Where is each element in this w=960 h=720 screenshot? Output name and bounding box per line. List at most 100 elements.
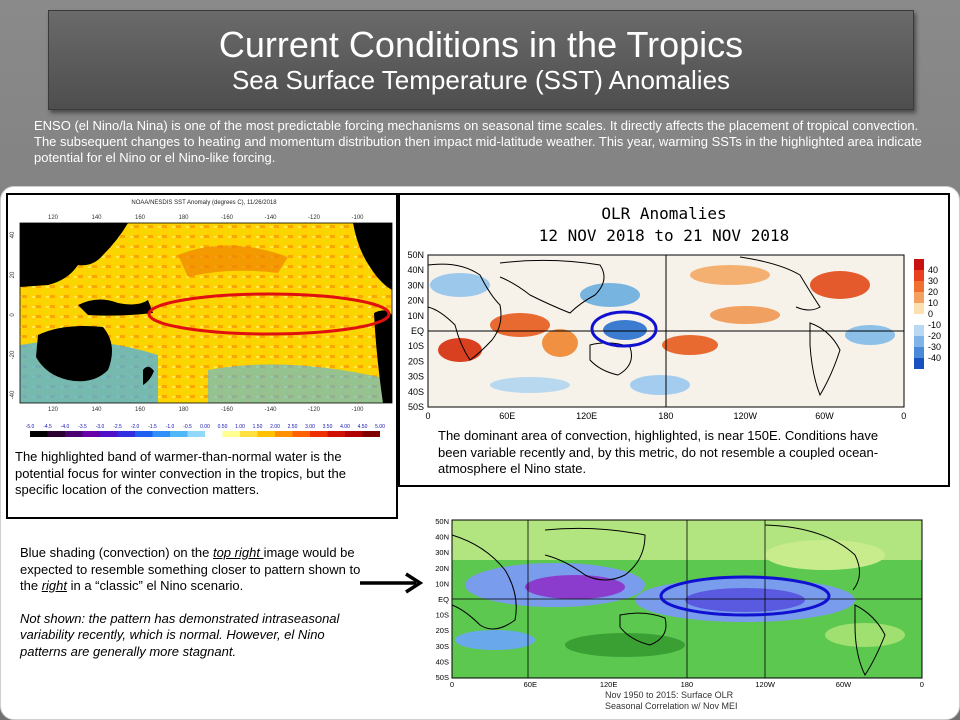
olr-lat-label: 30S	[408, 372, 424, 382]
olr-colorbar-label: 0	[928, 309, 933, 319]
olr-colorbar-swatch	[914, 281, 924, 292]
olr-colorbar-label: 20	[928, 287, 938, 297]
sst-lat-label: -40	[10, 390, 16, 399]
sst-scale-swatch	[153, 431, 171, 437]
sst-lon-label: -140	[264, 407, 277, 413]
sst-scale-label: 2.50	[288, 424, 298, 430]
sst-scale-swatch	[345, 431, 363, 437]
olr-map-box: OLR Anomalies 12 NOV 2018 to 21 NOV 2018	[398, 193, 950, 487]
sst-scale-label: -3.0	[96, 424, 105, 430]
corr-lat-label: 40N	[435, 533, 449, 542]
corr-lon-label: 120W	[755, 680, 776, 689]
olr-lon-label: 120E	[576, 411, 597, 421]
sst-lon-label: 180	[178, 407, 189, 413]
sst-lon-label: -140	[264, 215, 277, 221]
olr-colorbar-label: -30	[928, 342, 941, 352]
corr-lat-label: 30N	[435, 548, 449, 557]
sst-scale-swatch	[328, 431, 346, 437]
olr-colorbar-swatch	[914, 314, 924, 325]
olr-lat-label: 40S	[408, 387, 424, 397]
sst-scale-swatch	[118, 431, 136, 437]
olr-lat-label: 20N	[407, 296, 424, 306]
olr-description: The dominant area of convection, highlig…	[438, 428, 908, 478]
sst-scale-swatch	[258, 431, 276, 437]
sst-lon-label: -120	[308, 407, 321, 413]
olr-colorbar-swatch	[914, 325, 924, 336]
olr-title: OLR Anomalies	[601, 204, 726, 223]
corr-lat-label: 10N	[435, 579, 449, 588]
right-arrow-icon	[358, 571, 428, 595]
sst-scale-label: 3.50	[323, 424, 333, 430]
explanation-text: Blue shading (convection) on the top rig…	[20, 545, 372, 660]
sst-scale-label: -2.0	[131, 424, 140, 430]
sst-scale-swatch	[205, 431, 223, 437]
sst-scale-label: -1.0	[166, 424, 175, 430]
olr-colorbar-swatch	[914, 270, 924, 281]
olr-lon-label: 180	[658, 411, 673, 421]
sst-lat-label: 40	[10, 231, 16, 238]
sst-scale-swatch	[100, 431, 118, 437]
olr-lat-label: 10N	[407, 311, 424, 321]
sst-color-scale: -5.0 -4.5 -4.0 -3.5 -3.0 -2.5 -2.0 -1.5 -1.0 -0.5…	[26, 424, 385, 437]
sst-lon-label: 180	[178, 215, 189, 221]
olr-lat-label: 50N	[407, 250, 424, 260]
olr-lon-label: 0	[425, 411, 430, 421]
corr-lat-label: 10S	[436, 611, 449, 620]
sst-lon-label: 120	[48, 407, 59, 413]
sst-map-box: NOAA/NESDIS SST Anomaly (degrees C), 11/…	[6, 193, 398, 519]
sst-scale-label: 2.00	[270, 424, 280, 430]
olr-colorbar-label: -40	[928, 353, 941, 363]
corr-lat-label: 50N	[435, 517, 449, 526]
sst-scale-swatch	[48, 431, 66, 437]
explanation-paragraph: Blue shading (convection) on the top rig…	[20, 545, 372, 595]
corr-lon-label: 60W	[836, 680, 852, 689]
sst-scale-label: -2.5	[113, 424, 122, 430]
sst-scale-label: 1.00	[235, 424, 245, 430]
title-banner: Current Conditions in the Tropics Sea Su…	[48, 10, 914, 110]
slide-title: Current Conditions in the Tropics	[49, 25, 913, 65]
olr-colorbar-swatch	[914, 259, 924, 270]
olr-colorbar-label: 30	[928, 276, 938, 286]
sst-lon-label: 140	[91, 407, 102, 413]
olr-colorbar-label: 10	[928, 298, 938, 308]
olr-lat-label: 40N	[407, 265, 424, 275]
corr-lon-label: 180	[681, 680, 694, 689]
sst-scale-swatch	[240, 431, 258, 437]
corr-lat-label: 20N	[435, 564, 449, 573]
sst-lon-label: -100	[351, 215, 364, 221]
corr-caption-line2: Seasonal Correlation w/ Nov MEI	[605, 701, 738, 711]
sst-anomaly-map: NOAA/NESDIS SST Anomaly (degrees C), 11/…	[8, 195, 396, 437]
sst-scale-label: -1.5	[148, 424, 157, 430]
olr-colorbar-swatch	[914, 303, 924, 314]
sst-scale-label: -0.5	[183, 424, 192, 430]
sst-lon-labels-top: 120 140 160 180 -160 -140 -120 -100	[48, 215, 364, 221]
corr-lat-label: 30S	[436, 642, 449, 651]
sst-lon-labels-bottom: 120 140 160 180 -160 -140 -120 -100	[48, 407, 364, 413]
corr-lon-labels: 0 60E 120E 180 120W 60W 0	[450, 680, 924, 689]
corr-lat-label: EQ	[438, 595, 449, 604]
olr-colorbar-label: 40	[928, 265, 938, 275]
sst-lat-label: -20	[10, 350, 16, 359]
sst-description: The highlighted band of warmer-than-norm…	[15, 449, 385, 499]
not-shown-note: Not shown: the pattern has demonstrated …	[20, 611, 372, 661]
text-span: Blue shading (convection) on the	[20, 545, 213, 560]
sst-lon-label: -100	[351, 407, 364, 413]
sst-scale-swatch	[363, 431, 381, 437]
sst-scale-label: 0.50	[218, 424, 228, 430]
sst-lon-label: -160	[221, 407, 234, 413]
sst-lat-label: 0	[10, 313, 16, 317]
sst-scale-label: 3.00	[305, 424, 315, 430]
sst-scale-swatch	[188, 431, 206, 437]
olr-lat-labels: 50N 40N 30N 20N 10N EQ 10S 20S 30S 40S 50S	[407, 250, 424, 412]
sst-lon-label: 140	[91, 215, 102, 221]
sst-lon-label: -120	[308, 215, 321, 221]
sst-scale-label: -4.5	[43, 424, 52, 430]
olr-anomaly-map: OLR Anomalies 12 NOV 2018 to 21 NOV 2018	[400, 195, 948, 425]
olr-date-range: 12 NOV 2018 to 21 NOV 2018	[539, 226, 789, 245]
sst-scale-label: 0.00	[200, 424, 210, 430]
olr-colorbar-label: -20	[928, 331, 941, 341]
olr-colorbar: 403020100-10-20-30-40	[914, 259, 941, 369]
olr-colorbar-swatch	[914, 336, 924, 347]
sst-lon-label: 160	[135, 407, 146, 413]
corr-lat-labels: 50N 40N 30N 20N 10N EQ 10S 20S 30S 40S 50S	[435, 517, 449, 682]
